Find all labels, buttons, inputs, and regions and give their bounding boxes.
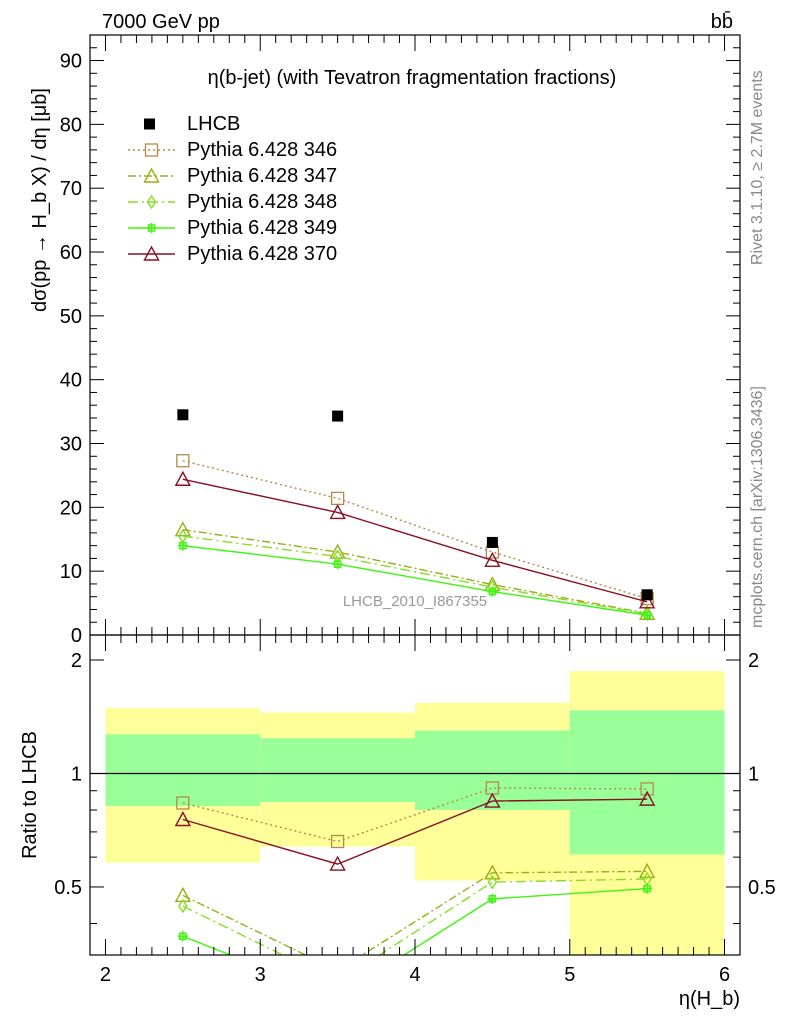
ratio-series-point [640, 782, 654, 796]
x-tick-label: 5 [564, 964, 575, 986]
main-y-tick-label: 90 [60, 51, 82, 73]
watermark-label: LHCB_2010_I867355 [343, 593, 487, 610]
uncertainty-band-stat [105, 734, 261, 806]
ratio-series-point [642, 883, 653, 894]
main-series-line [182, 535, 648, 615]
ratio-series-point [487, 893, 498, 904]
ratio-panel: 0.5 0.5 1 1 2 2 2 3 4 5 6 Ratio to LHCB [19, 634, 776, 1002]
process-label: bb̄ [711, 10, 733, 33]
main-y-tick-label: 30 [60, 434, 82, 456]
legend: LHCB Pythia 6.428 346 Pythia 6.428 347 Pyth… [128, 113, 337, 265]
ratio-series-point [484, 864, 501, 880]
ratio-series-line [182, 870, 648, 955]
ratio-series-point [638, 790, 656, 806]
main-y-tick-label: 10 [60, 561, 82, 583]
ratio-series-point [329, 855, 346, 871]
ratio-series-point [484, 792, 501, 808]
x-tick-label: 2 [100, 964, 111, 986]
uncertainty-band-stat [415, 730, 570, 811]
legend-label-lhcb: LHCB [187, 113, 240, 135]
uncertainty-band-stat [260, 738, 415, 803]
ratio-series-point [334, 976, 342, 988]
mcplots-label: mcplots.cern.ch [arXiv:1306.3436] [749, 386, 766, 628]
lhcb-data-point [486, 536, 498, 548]
legend-marker [143, 167, 160, 183]
main-series-point [174, 470, 192, 486]
main-y-tick-label: 50 [60, 306, 82, 328]
legend-marker [146, 194, 157, 210]
main-series-line [182, 544, 648, 616]
ratio-series-point [638, 862, 656, 879]
main-series-line [182, 478, 648, 603]
main-series-point [329, 543, 346, 559]
main-series-point [638, 593, 656, 609]
main-y-axis-label: dσ(pp → H_b X) / dη [μb] [29, 88, 51, 312]
ratio-series-point [177, 931, 188, 942]
ratio-series-line [182, 798, 648, 865]
main-series-point [177, 540, 188, 551]
main-series-point [174, 521, 192, 537]
ratio-series-line [182, 787, 648, 843]
ratio-y-tick-label-right: 1 [748, 763, 759, 785]
main-series-point [330, 491, 345, 506]
legend-marker-lhcb [144, 118, 155, 130]
main-y-tick-label: 0 [71, 625, 82, 647]
main-series-line [182, 460, 648, 600]
main-series-point [329, 503, 346, 520]
main-series-point [176, 454, 190, 468]
main-panel: 0 10 20 30 40 50 60 70 80 90 η(b-jet) (with Tevat… [29, 34, 741, 647]
main-series-point [484, 551, 501, 568]
main-y-tick-label: 80 [60, 114, 82, 136]
ratio-y-tick-label-left: 1 [71, 763, 82, 785]
main-y-tick-label: 70 [60, 178, 82, 200]
legend-marker [143, 245, 160, 261]
main-series-point [642, 610, 653, 621]
energy-label: 7000 GeV pp [102, 11, 220, 33]
ratio-series-point [174, 886, 192, 903]
lhcb-data-point [177, 409, 189, 421]
ratio-y-tick-label-left: 0.5 [54, 877, 82, 899]
ratio-series-point [176, 796, 190, 810]
main-series-line [182, 528, 648, 614]
ratio-series-point [178, 898, 188, 914]
x-tick-label: 4 [409, 964, 420, 986]
legend-marker [144, 143, 159, 157]
main-y-tick-label: 20 [60, 497, 82, 519]
ratio-series-point [487, 874, 498, 890]
x-tick-label: 3 [255, 964, 266, 986]
ratio-y-tick-label-left: 2 [71, 650, 82, 672]
x-axis-label: η(H_b) [679, 988, 740, 1010]
legend-label: Pythia 6.428 370 [187, 243, 337, 265]
legend-label: Pythia 6.428 349 [187, 217, 337, 239]
legend-marker [146, 223, 157, 233]
main-series-point [487, 586, 498, 597]
main-series-point [332, 559, 343, 570]
ratio-y-axis-label: Ratio to LHCB [19, 731, 41, 859]
ratio-series-point [174, 811, 192, 827]
main-y-tick-label: 40 [60, 370, 82, 392]
x-tick-label: 6 [719, 964, 730, 986]
legend-label: Pythia 6.428 348 [187, 191, 337, 213]
main-title: η(b-jet) (with Tevatron fragmentation fr… [208, 67, 617, 89]
ratio-y-tick-label-right: 0.5 [748, 877, 776, 899]
ratio-series-point [331, 964, 345, 977]
ratio-y-tick-label-right: 2 [748, 650, 759, 672]
main-y-tick-label: 60 [60, 242, 82, 264]
lhcb-data-point [641, 589, 653, 601]
lhcb-data-point [332, 410, 344, 422]
ratio-series-point [330, 834, 345, 849]
ratio-series-point [333, 992, 343, 1002]
legend-label: Pythia 6.428 347 [187, 165, 337, 187]
legend-label: Pythia 6.428 346 [187, 139, 337, 161]
rivet-version-label: Rivet 3.1.10, ≥ 2.7M events [749, 70, 766, 265]
